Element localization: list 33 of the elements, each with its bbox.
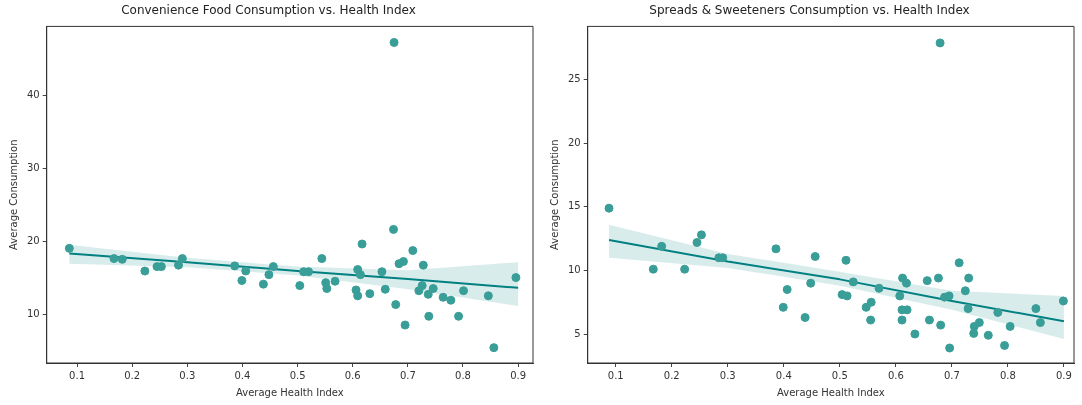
y-axis-title: Average Consumption	[548, 139, 560, 250]
y-tick-label: 30	[26, 162, 40, 174]
x-axis-title: Average Health Index	[235, 386, 344, 398]
x-tick-label: 0.5	[289, 369, 306, 381]
y-tick-label: 15	[567, 200, 581, 212]
x-tick-label: 0.4	[234, 369, 251, 381]
x-tick-label: 0.2	[663, 369, 680, 381]
x-tick-label: 0.5	[831, 369, 848, 381]
x-tick-label: 0.9	[1055, 369, 1072, 381]
x-tick-label: 0.9	[510, 369, 527, 381]
x-tick-label: 0.1	[607, 369, 624, 381]
x-tick-label: 0.6	[887, 369, 904, 381]
x-tick-label: 0.4	[775, 369, 792, 381]
x-tick-label: 0.3	[179, 369, 196, 381]
y-tick-label: 20	[26, 235, 40, 247]
y-tick-label: 25	[567, 73, 581, 85]
y-tick-label: 20	[567, 136, 581, 148]
x-tick-label: 0.7	[943, 369, 960, 381]
chart-title: Convenience Food Consumption vs. Health Index	[121, 3, 416, 18]
chart-title: Spreads & Sweeteners Consumption vs. Health Index	[649, 3, 970, 18]
y-tick-label: 10	[567, 264, 581, 276]
y-tick-label: 40	[26, 89, 40, 101]
y-tick-label: 10	[26, 308, 40, 320]
x-axis-title: Average Health Index	[776, 386, 885, 398]
x-tick-label: 0.6	[344, 369, 361, 381]
x-tick-label: 0.8	[455, 369, 471, 381]
x-tick-label: 0.1	[69, 369, 85, 381]
x-tick-label: 0.7	[399, 369, 416, 381]
x-tick-label: 0.2	[124, 369, 141, 381]
y-tick-label: 5	[574, 327, 581, 339]
y-axis-title: Average Consumption	[7, 139, 19, 250]
x-tick-label: 0.8	[999, 369, 1016, 381]
x-tick-label: 0.3	[719, 369, 736, 381]
